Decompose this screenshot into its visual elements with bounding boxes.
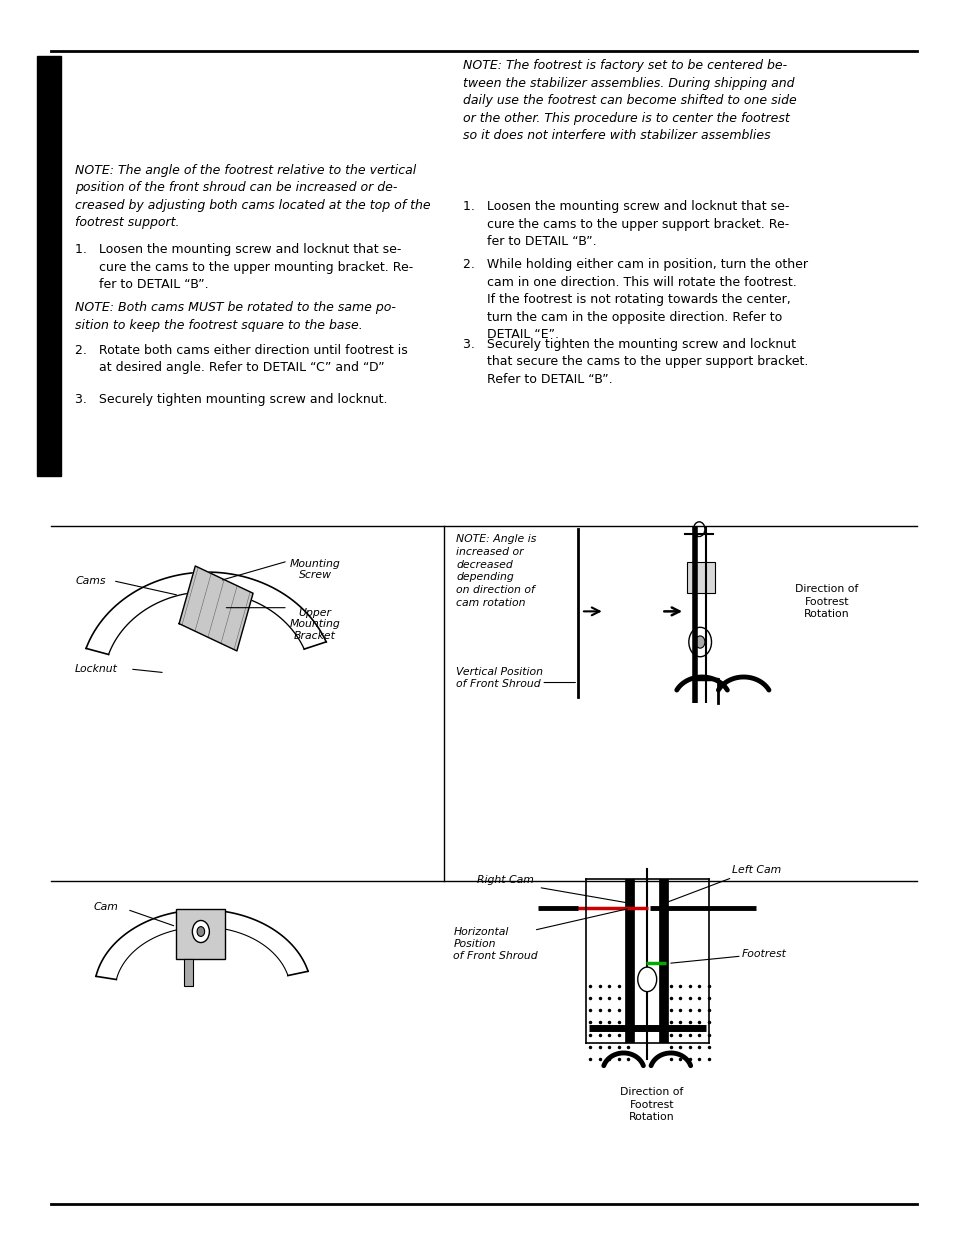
Text: Cam: Cam <box>94 902 119 911</box>
Text: 1.   Loosen the mounting screw and locknut that se-
      cure the cams to the u: 1. Loosen the mounting screw and locknut… <box>462 200 788 248</box>
Text: Left Cam: Left Cam <box>732 864 781 876</box>
Text: 3.   Securely tighten the mounting screw and locknut
      that secure the cams : 3. Securely tighten the mounting screw a… <box>462 338 807 385</box>
Text: Mounting
Screw: Mounting Screw <box>290 558 340 580</box>
Text: 1.   Loosen the mounting screw and locknut that se-
      cure the cams to the u: 1. Loosen the mounting screw and locknut… <box>75 243 413 291</box>
Text: NOTE: The angle of the footrest relative to the vertical
position of the front s: NOTE: The angle of the footrest relative… <box>75 163 430 230</box>
Circle shape <box>193 920 209 942</box>
Text: NOTE: Angle is
increased or
decreased
depending
on direction of
cam rotation: NOTE: Angle is increased or decreased de… <box>456 534 536 608</box>
Circle shape <box>197 926 205 936</box>
Text: Cams: Cams <box>75 576 106 585</box>
Bar <box>184 958 193 986</box>
Text: Direction of
Footrest
Rotation: Direction of Footrest Rotation <box>619 1087 683 1123</box>
Bar <box>686 562 715 593</box>
Bar <box>37 56 61 477</box>
Text: Horizontal
Position
of Front Shroud: Horizontal Position of Front Shroud <box>453 926 537 961</box>
Bar <box>176 909 225 958</box>
Text: 2.   While holding either cam in position, turn the other
      cam in one direc: 2. While holding either cam in position,… <box>462 258 807 341</box>
Text: Locknut: Locknut <box>75 664 118 674</box>
Text: Footrest: Footrest <box>741 948 786 958</box>
Circle shape <box>695 636 704 648</box>
Polygon shape <box>179 566 253 651</box>
Text: Direction of
Footrest
Rotation: Direction of Footrest Rotation <box>795 584 858 619</box>
Text: Upper
Mounting
Bracket: Upper Mounting Bracket <box>290 608 340 641</box>
Text: Vertical Position
of Front Shroud: Vertical Position of Front Shroud <box>456 667 542 689</box>
Circle shape <box>693 522 704 536</box>
Circle shape <box>688 627 711 657</box>
Text: NOTE: Both cams MUST be rotated to the same po-
sition to keep the footrest squa: NOTE: Both cams MUST be rotated to the s… <box>75 301 395 331</box>
Text: 2.   Rotate both cams either direction until footrest is
      at desired angle.: 2. Rotate both cams either direction unt… <box>75 345 408 374</box>
Text: NOTE: The footrest is factory set to be centered be-
tween the stabilizer assemb: NOTE: The footrest is factory set to be … <box>462 59 796 142</box>
Circle shape <box>638 967 656 992</box>
Text: Right Cam: Right Cam <box>476 874 533 885</box>
Text: 3.   Securely tighten mounting screw and locknut.: 3. Securely tighten mounting screw and l… <box>75 393 387 406</box>
